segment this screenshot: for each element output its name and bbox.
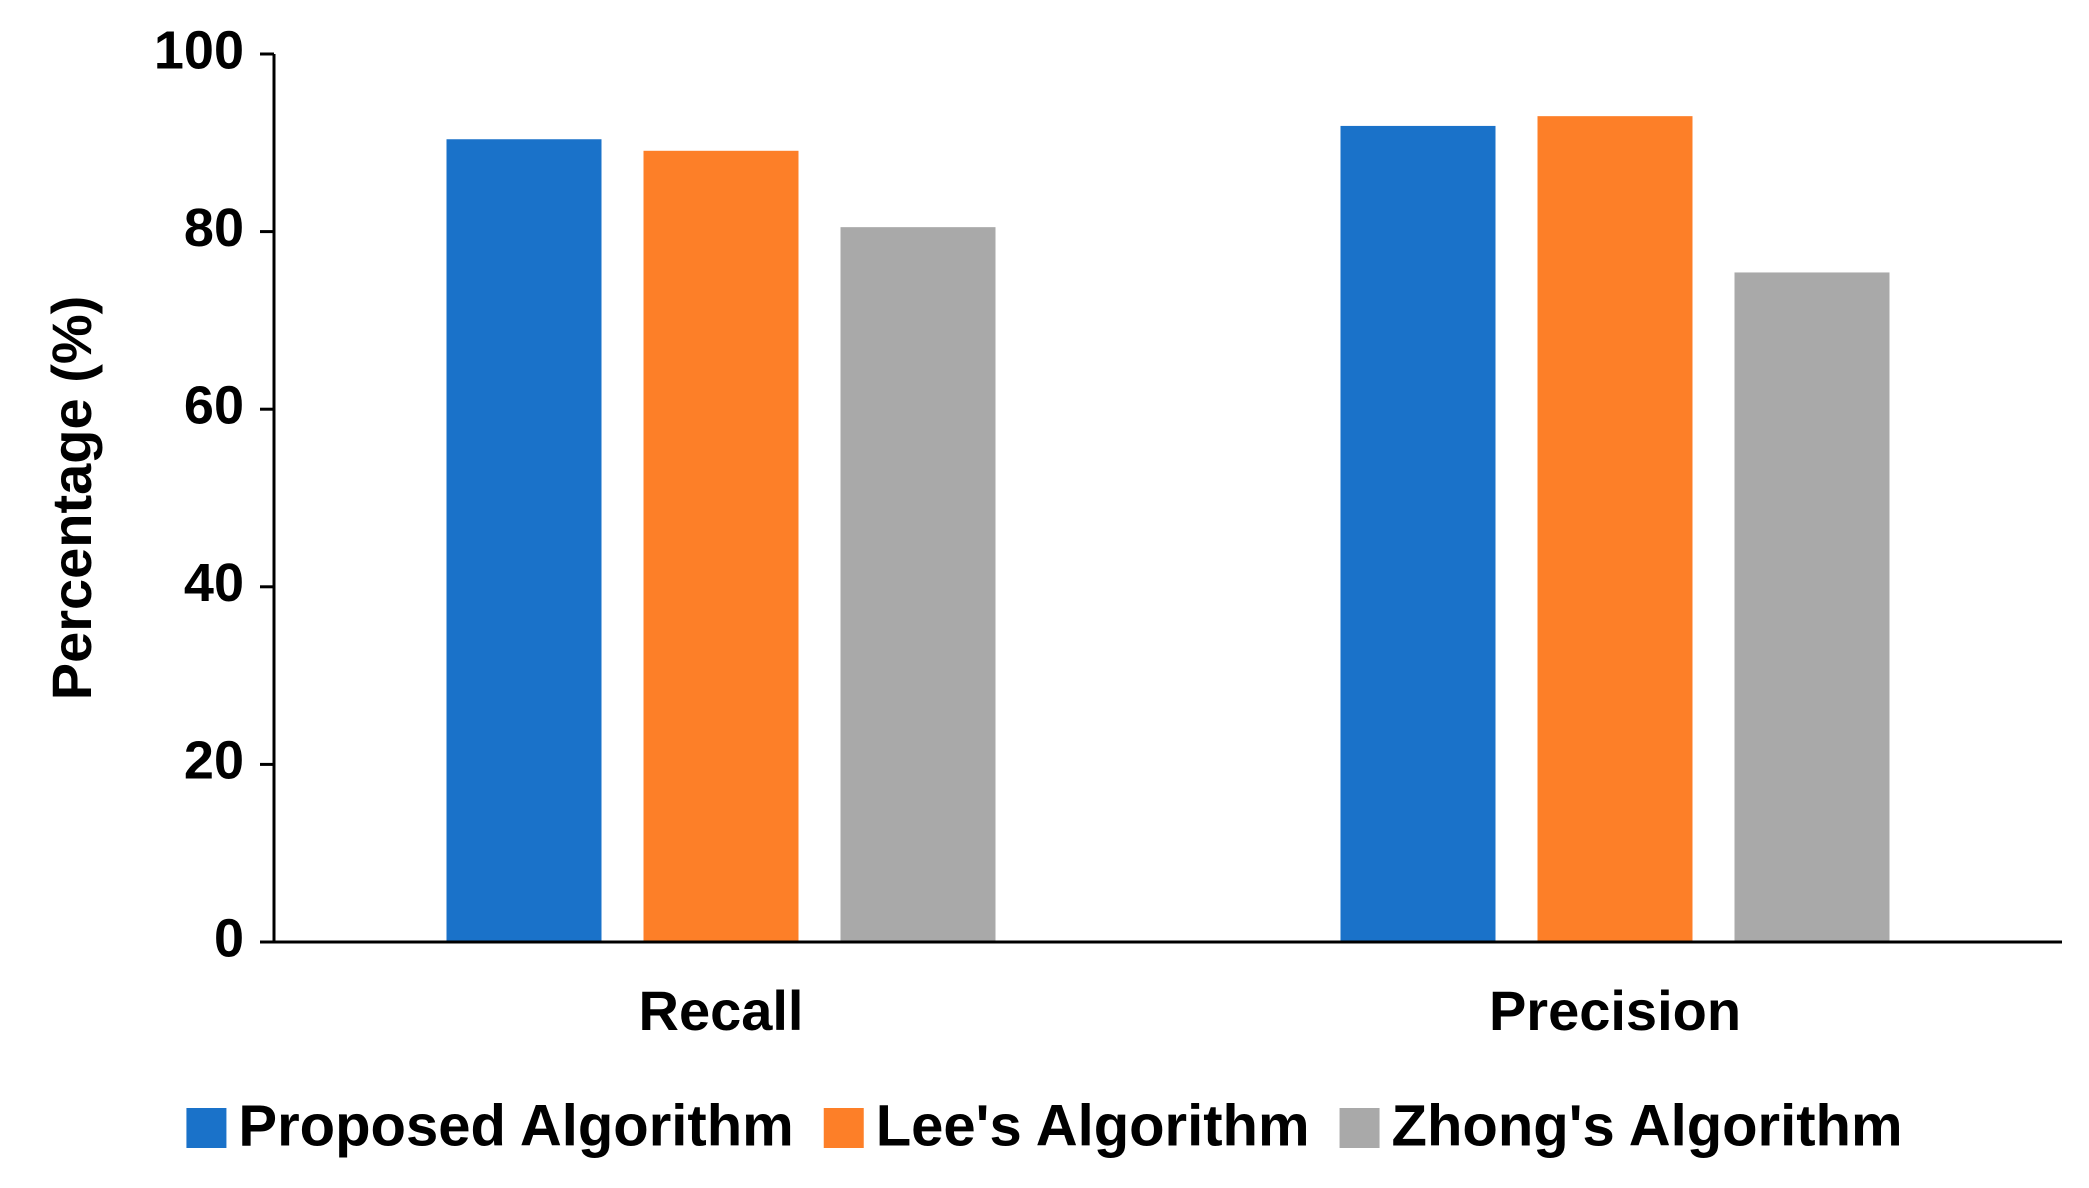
y-tick-label: 40 xyxy=(184,553,244,613)
y-axis-title: Percentage (%) xyxy=(40,296,103,701)
bar xyxy=(1340,125,1496,943)
legend-swatch xyxy=(1339,1108,1380,1148)
x-tick-label: Precision xyxy=(1489,979,1741,1042)
bar xyxy=(446,139,602,943)
y-tick-label: 60 xyxy=(184,375,244,435)
bar xyxy=(1537,116,1693,942)
y-tick-label: 80 xyxy=(184,198,244,258)
bar xyxy=(840,227,996,942)
y-tick-label: 100 xyxy=(154,20,244,80)
legend-swatch xyxy=(186,1108,227,1148)
x-tick-label: Recall xyxy=(639,979,804,1042)
legend-label: Zhong's Algorithm xyxy=(1392,1093,1903,1158)
legend-label: Proposed Algorithm xyxy=(238,1093,793,1158)
bar xyxy=(1734,272,1890,942)
bar xyxy=(643,150,799,943)
legend-swatch xyxy=(823,1108,864,1148)
y-tick-label: 20 xyxy=(184,731,244,791)
y-tick-label: 0 xyxy=(214,908,244,968)
legend-label: Lee's Algorithm xyxy=(876,1093,1310,1158)
